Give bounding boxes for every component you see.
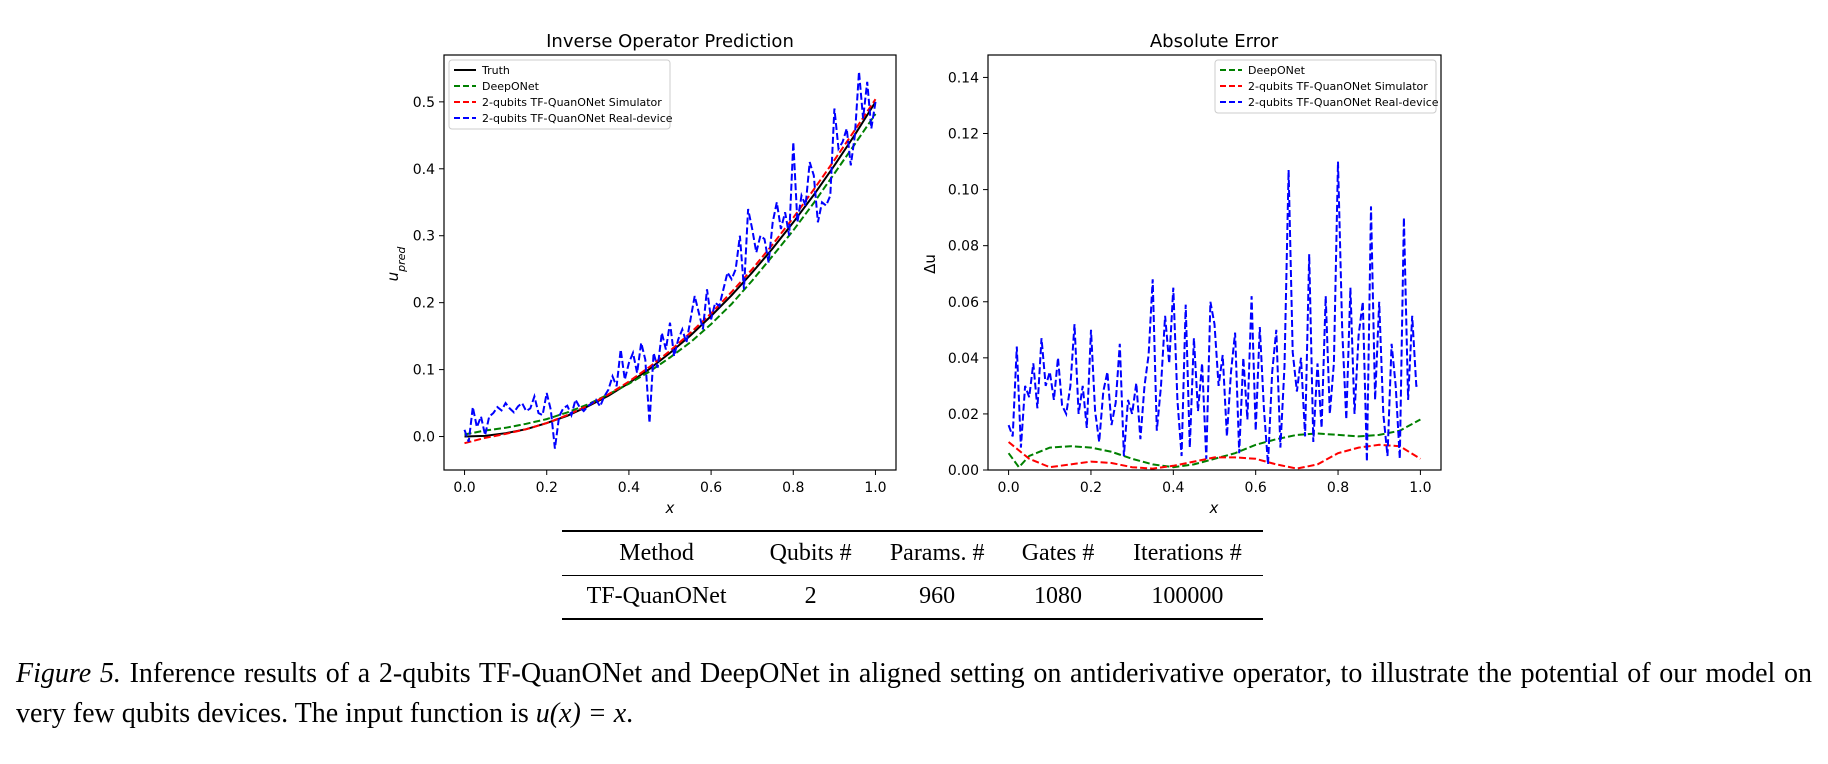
results-table: Method Qubits # Params. # Gates # Iterat… (562, 530, 1263, 620)
x-tick-label: 1.0 (864, 480, 886, 496)
plot-area (1007, 161, 1421, 470)
caption-text: Inference results of a 2-qubits TF-QuanO… (16, 658, 1813, 729)
y-tick-label: 0.1 (413, 363, 435, 379)
legend-label-simulator: 2-qubits TF-QuanONet Simulator (1248, 80, 1428, 93)
x-tick-label: 0.8 (1327, 480, 1349, 496)
chart-title: Inverse Operator Prediction (546, 31, 794, 52)
cell-params: 960 (919, 583, 956, 610)
caption-end: . (626, 698, 634, 729)
legend: DeepONet 2-qubits TF-QuanONet Simulator … (1214, 59, 1439, 114)
x-tick-label: 1.0 (1409, 480, 1431, 496)
x-tick-label: 0.0 (997, 480, 1019, 496)
plot-area (463, 71, 877, 449)
x-tick-label: 0.6 (1245, 480, 1267, 496)
legend-label-deeponet: DeepONet (1248, 64, 1306, 77)
legend-label-real-device: 2-qubits TF-QuanONet Real-device (482, 112, 673, 125)
x-tick-label: 0.8 (782, 480, 804, 496)
x-tick-label: 0.4 (618, 480, 640, 496)
y-tick-label: 0.14 (948, 70, 979, 86)
y-tick-label: 0.5 (413, 95, 435, 111)
x-tick-label: 0.2 (1080, 480, 1102, 496)
y-tick-label: 0.02 (948, 407, 979, 423)
series-line-2-qubits-tf-quanonet-simulator (1007, 441, 1421, 470)
series-line-2-qubits-tf-quanonet-simulator (464, 98, 877, 445)
header-gates: Gates # (1021, 539, 1095, 566)
cell-iterations: 100000 (1151, 583, 1224, 610)
figure-caption: Figure 5. Inference results of a 2-qubit… (16, 654, 1812, 734)
figure-panels: Inverse Operator Prediction x upred 0.0 0… (384, 31, 1442, 517)
y-axis-label: Δu (921, 254, 939, 274)
y-tick-label: 0.0 (413, 430, 435, 446)
series-line-2-qubits-tf-quanonet-real-device (1007, 161, 1421, 465)
header-method: Method (619, 539, 694, 566)
axes-frame (443, 54, 897, 471)
legend-label-truth: Truth (481, 64, 510, 77)
header-iterations: Iterations # (1133, 539, 1242, 566)
table-header: Method Qubits # Params. # Gates # Iterat… (562, 531, 1263, 575)
x-tick-label: 0.4 (1162, 480, 1184, 496)
x-tick-label: 0.6 (700, 480, 722, 496)
chart-title: Absolute Error (1150, 31, 1279, 52)
y-tick-label: 0.10 (948, 183, 979, 199)
y-tick-label: 0.06 (948, 295, 979, 311)
table-header-row: Method Qubits # Params. # Gates # Iterat… (562, 531, 1263, 575)
series-line-deeponet (1007, 418, 1421, 469)
x-tick-label: 0.2 (536, 480, 558, 496)
legend: Truth DeepONet 2-qubits TF-QuanONet Simu… (448, 59, 673, 130)
caption-label: Figure 5. (16, 658, 121, 689)
y-tick-label: 0.08 (948, 239, 979, 255)
legend-label-deeponet: DeepONet (482, 80, 540, 93)
inverse-operator-prediction-chart: Inverse Operator Prediction x upred 0.0 0… (384, 31, 897, 517)
y-tick-label: 0.4 (413, 162, 435, 178)
legend-label-real-device: 2-qubits TF-QuanONet Real-device (1248, 96, 1439, 109)
caption-math: u(x) = x (535, 698, 627, 729)
x-axis-label: x (665, 499, 675, 517)
y-axis-label: upred (384, 246, 408, 282)
table-body: TF-QuanONet 2 960 1080 100000 (562, 575, 1263, 619)
cell-gates: 1080 (1034, 583, 1083, 610)
axes-frame (987, 54, 1442, 471)
y-tick-label: 0.00 (948, 463, 979, 479)
series-line-deeponet (464, 113, 877, 436)
y-tick-label: 0.04 (948, 351, 979, 367)
legend-label-simulator: 2-qubits TF-QuanONet Simulator (482, 96, 662, 109)
legend-box (448, 59, 671, 130)
header-params: Params. # (889, 539, 985, 566)
y-tick-label: 0.12 (948, 127, 979, 143)
x-tick-label: 0.0 (453, 480, 475, 496)
cell-method: TF-QuanONet (586, 583, 727, 610)
cell-qubits: 2 (804, 583, 817, 610)
header-qubits: Qubits # (769, 539, 852, 566)
series-line-2-qubits-tf-quanonet-real-device (463, 71, 877, 449)
legend-box (1214, 59, 1437, 114)
y-axis-label-main: u (384, 272, 402, 282)
y-tick-label: 0.3 (413, 229, 435, 245)
x-axis-label: x (1209, 499, 1219, 517)
table-row: TF-QuanONet 2 960 1080 100000 (562, 575, 1263, 619)
y-axis-label-sub: pred (395, 246, 408, 273)
series-line-truth (464, 101, 877, 438)
absolute-error-chart: Absolute Error x Δu 0.0 0.2 0.4 0.6 0.8 1.0 0.… (921, 31, 1442, 517)
y-tick-label: 0.2 (413, 296, 435, 312)
